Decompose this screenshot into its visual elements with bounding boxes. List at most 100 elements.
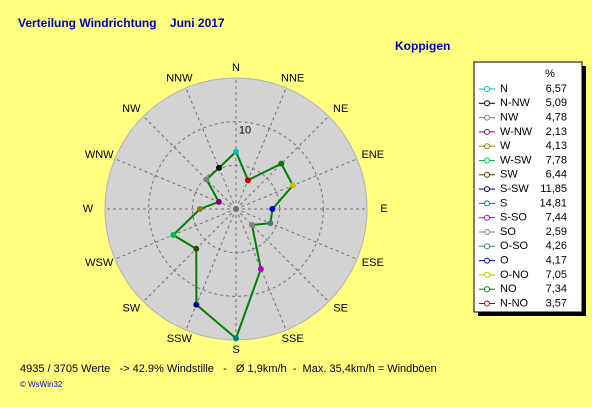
direction-label: WSW — [85, 257, 114, 269]
wind-marker — [289, 182, 296, 189]
wind-marker — [257, 266, 264, 273]
legend-swatch-marker — [484, 243, 490, 250]
chart-subtitle: Koppigen — [395, 39, 450, 53]
radial-line — [185, 87, 237, 210]
chart-title: Verteilung Windrichtung Juni 2017 — [18, 16, 225, 30]
legend-label: W-SW — [500, 154, 532, 166]
radial-line — [235, 116, 329, 210]
r-tick-label: 10 — [239, 125, 251, 137]
legend-value: 11,85 — [540, 183, 567, 195]
direction-label: SE — [333, 303, 348, 315]
legend-swatch-marker — [484, 171, 490, 178]
direction-label: W — [83, 203, 94, 215]
wind-marker — [233, 335, 239, 342]
legend-value: 5,09 — [546, 97, 567, 109]
legend-label: O-SO — [500, 240, 529, 252]
direction-label: ESE — [362, 257, 384, 269]
legend-swatch-marker — [484, 200, 490, 207]
radial-line — [235, 208, 287, 331]
legend-value: 4,26 — [546, 240, 567, 252]
wind-marker — [193, 245, 200, 252]
radial-line — [114, 208, 237, 260]
grid-ring — [148, 121, 324, 297]
legend-swatch-marker — [484, 186, 490, 193]
legend-value: 4,78 — [546, 112, 567, 124]
radial-line — [235, 87, 287, 210]
direction-label: SSW — [167, 333, 193, 345]
legend-label: NO — [500, 283, 517, 295]
legend-label: S-SW — [500, 183, 529, 195]
legend-swatch-marker — [484, 100, 490, 107]
radial-line — [143, 116, 237, 210]
legend-label: S — [500, 197, 507, 209]
legend-value: 6,44 — [546, 169, 567, 181]
radial-line — [235, 208, 329, 302]
legend-swatch-marker — [484, 271, 490, 278]
wind-marker — [193, 301, 200, 308]
wind-marker — [233, 148, 239, 155]
legend-label: W — [500, 140, 511, 152]
legend-label: SW — [500, 169, 518, 181]
wind-marker — [215, 164, 222, 171]
legend-value: 3,57 — [546, 297, 567, 309]
legend-swatch-marker — [484, 143, 490, 150]
legend-swatch-marker — [484, 300, 490, 307]
wind-marker — [215, 198, 222, 205]
direction-label: E — [380, 203, 387, 215]
legend-label: O — [500, 255, 509, 267]
radial-line — [114, 158, 237, 210]
wind-marker — [267, 220, 274, 227]
legend-label: N-NW — [500, 97, 531, 109]
legend-label: SO — [500, 226, 516, 238]
legend-swatch-marker — [484, 214, 490, 221]
legend-value: 7,34 — [546, 283, 567, 295]
direction-label: SW — [122, 303, 140, 315]
wind-marker — [244, 177, 251, 184]
direction-label: NNW — [166, 73, 193, 85]
direction-label: S — [232, 344, 239, 356]
wind-marker — [196, 206, 203, 212]
legend-swatch-marker — [484, 257, 490, 264]
footer: 4935 / 3705 Werte -> 42.9% Windstille - … — [20, 363, 437, 375]
radial-line — [185, 208, 237, 331]
credit: © WsWin32 — [20, 380, 63, 389]
legend-value: 2,59 — [546, 226, 567, 238]
wind-marker — [248, 221, 255, 228]
legend-value: 7,05 — [546, 269, 567, 281]
radial-line — [235, 208, 358, 260]
legend-label: N — [500, 83, 508, 95]
legend-swatch-marker — [484, 157, 490, 164]
radial-line — [235, 158, 358, 210]
legend-value: 14,81 — [539, 197, 567, 209]
wind-marker — [269, 206, 276, 212]
legend-label: W-NW — [500, 126, 533, 138]
legend-value: 4,17 — [546, 255, 567, 267]
wind-marker — [170, 232, 177, 239]
legend-title: % — [545, 68, 555, 80]
radial-line — [143, 208, 237, 302]
wind-marker — [203, 176, 210, 183]
legend-swatch-marker — [484, 229, 490, 235]
legend-value: 6,57 — [546, 83, 567, 95]
legend-swatch-marker — [484, 114, 490, 121]
direction-label: N — [232, 62, 240, 74]
wind-marker — [278, 160, 285, 167]
direction-label: NNE — [281, 73, 304, 85]
legend-value: 2,13 — [546, 126, 567, 138]
direction-label: NW — [122, 103, 141, 115]
direction-label: WNW — [85, 149, 114, 161]
direction-label: SSE — [282, 333, 304, 345]
legend-value: 4,13 — [546, 140, 567, 152]
legend-value: 7,78 — [546, 154, 567, 166]
legend-swatch-marker — [484, 86, 490, 92]
direction-label: ENE — [361, 149, 384, 161]
legend-label: NW — [500, 112, 519, 124]
legend-swatch-marker — [484, 128, 490, 135]
legend-label: O-NO — [500, 269, 529, 281]
legend-value: 7,44 — [546, 212, 567, 224]
direction-label: NE — [333, 103, 348, 115]
legend-label: N-NO — [500, 297, 529, 309]
legend-swatch-marker — [484, 286, 490, 293]
